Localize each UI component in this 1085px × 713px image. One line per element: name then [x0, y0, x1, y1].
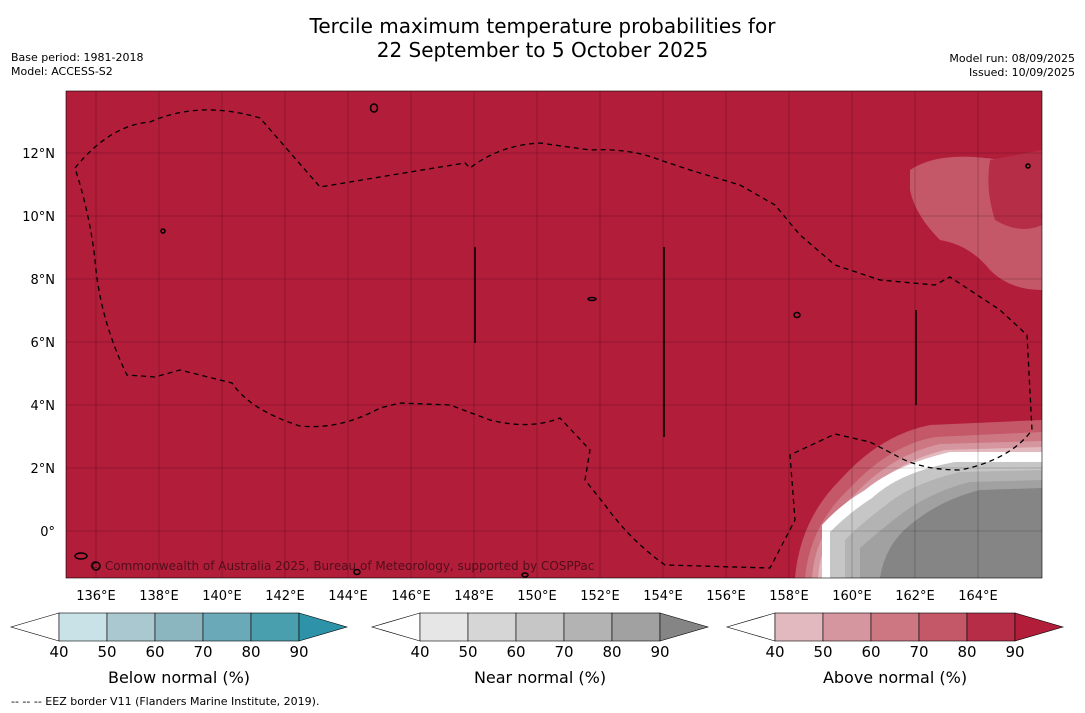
- copyright-notice: © Commonwealth of Australia 2025, Bureau…: [89, 559, 594, 573]
- near-colorbar-segment: [467, 612, 517, 642]
- title-line-1: Tercile maximum temperature probabilitie…: [309, 14, 776, 38]
- below-colorbar-segment: [154, 612, 204, 642]
- latitude-labels: 12°N 10°N 8°N 6°N 4°N 2°N 0°: [22, 147, 55, 540]
- above-colorbar-title: Above normal (%): [822, 668, 968, 687]
- above-normal-patch-ne-inner: [988, 150, 1042, 229]
- lon-label: 160°E: [832, 589, 872, 604]
- lat-label: 6°N: [31, 336, 56, 351]
- below-colorbar-tick: 50: [97, 643, 117, 661]
- above-colorbar-segment: [870, 612, 920, 642]
- below-colorbar-segment: [202, 612, 252, 642]
- model-name: Model: ACCESS-S2: [11, 65, 113, 78]
- above-colorbar-max-arrow: [1014, 612, 1065, 642]
- lon-label: 154°E: [643, 589, 683, 604]
- near-colorbar-tick: 70: [554, 643, 574, 661]
- near-colorbar-min-arrow: [370, 612, 421, 642]
- near-colorbar-segment: [563, 612, 613, 642]
- eez-border: [74, 109, 1033, 569]
- lon-label: 146°E: [391, 589, 431, 604]
- lat-label: 0°: [40, 525, 55, 540]
- lon-label: 142°E: [265, 589, 305, 604]
- lon-label: 136°E: [76, 589, 116, 604]
- below-colorbar-segment: [250, 612, 300, 642]
- lon-label: 148°E: [454, 589, 494, 604]
- lat-label: 4°N: [31, 399, 56, 414]
- model-run: Model run: 08/09/2025: [949, 52, 1075, 65]
- near-colorbar-tick: 90: [650, 643, 670, 661]
- below-colorbar-tick: 70: [193, 643, 213, 661]
- map-title: Tercile maximum temperature probabilitie…: [0, 14, 1085, 62]
- lon-label: 140°E: [202, 589, 242, 604]
- above-colorbar-tick: 50: [813, 643, 833, 661]
- below-colorbar-segment: [106, 612, 156, 642]
- below-colorbar-tick: 40: [49, 643, 69, 661]
- lon-label: 156°E: [706, 589, 746, 604]
- lat-label: 2°N: [31, 462, 56, 477]
- below-colorbar-min-arrow: [9, 612, 60, 642]
- below-colorbar-segment: [58, 612, 108, 642]
- issued-date: Issued: 10/09/2025: [968, 66, 1075, 79]
- gridlines: [66, 91, 1042, 578]
- lon-label: 152°E: [580, 589, 620, 604]
- map-area: © Commonwealth of Australia 2025, Bureau…: [66, 91, 1042, 578]
- above-colorbar-segment: [822, 612, 872, 642]
- meta-left: Base period: 1981-2018 Model: ACCESS-S2: [11, 51, 143, 79]
- above-colorbar-segment: [774, 612, 824, 642]
- lat-label: 8°N: [31, 273, 56, 288]
- lon-label: 162°E: [895, 589, 935, 604]
- below-colorbar-tick: 90: [289, 643, 309, 661]
- near-colorbar-tick: 50: [458, 643, 478, 661]
- above-colorbar-min-arrow: [725, 612, 776, 642]
- above-colorbar-segment: [918, 612, 968, 642]
- lon-label: 158°E: [769, 589, 809, 604]
- near-colorbar-max-arrow: [659, 612, 710, 642]
- above-colorbar-tick: 80: [957, 643, 977, 661]
- base-period: Base period: 1981-2018: [11, 51, 144, 64]
- below-colorbar-title: Below normal (%): [107, 668, 251, 687]
- near-colorbar-tick: 80: [602, 643, 622, 661]
- lon-label: 144°E: [328, 589, 368, 604]
- near-colorbar-title: Near normal (%): [473, 668, 607, 687]
- lon-label: 164°E: [958, 589, 998, 604]
- above-colorbar-tick: 70: [909, 643, 929, 661]
- map-frame: [65, 90, 1043, 579]
- above-colorbar-tick: 40: [765, 643, 785, 661]
- meta-right: Model run: 08/09/2025 Issued: 10/09/2025: [949, 52, 1075, 80]
- near-normal-band-80: [880, 488, 1042, 578]
- below-colorbar-tick: 80: [241, 643, 261, 661]
- near-colorbar-segment: [611, 612, 661, 642]
- above-colorbar-tick: 60: [861, 643, 881, 661]
- near-colorbar-segment: [515, 612, 565, 642]
- below-colorbar-tick: 60: [145, 643, 165, 661]
- longitude-labels: 136°E 138°E 140°E 142°E 144°E 146°E 148°…: [76, 589, 998, 604]
- below-colorbar-max-arrow: [298, 612, 349, 642]
- lon-label: 138°E: [139, 589, 179, 604]
- above-colorbar-tick: 90: [1005, 643, 1025, 661]
- lon-label: 150°E: [517, 589, 557, 604]
- islands: [74, 103, 1031, 578]
- eez-legend-note: -- -- -- EEZ border V11 (Flanders Marine…: [11, 695, 320, 708]
- near-colorbar-tick: 60: [506, 643, 526, 661]
- near-colorbar-segment: [419, 612, 469, 642]
- above-colorbar-segment: [966, 612, 1016, 642]
- near-colorbar-tick: 40: [410, 643, 430, 661]
- lat-label: 12°N: [22, 147, 55, 162]
- lat-label: 10°N: [22, 210, 55, 225]
- colorbars: [9, 612, 1065, 642]
- title-line-2: 22 September to 5 October 2025: [376, 38, 709, 62]
